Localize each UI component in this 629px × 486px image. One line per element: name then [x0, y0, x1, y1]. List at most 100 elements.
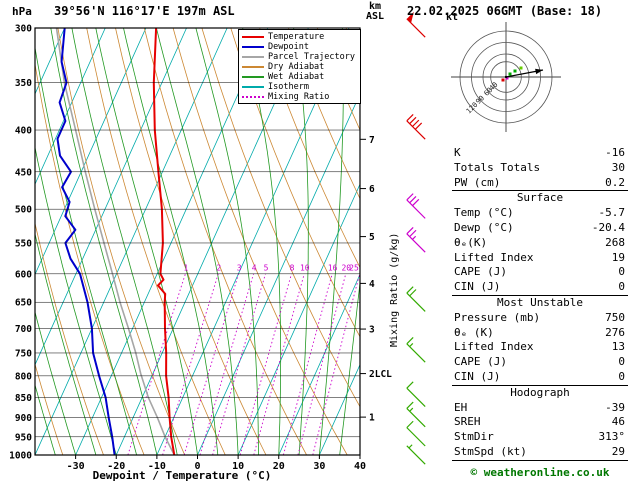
copyright: © weatheronline.co.uk [470, 466, 610, 479]
stats-value: -20.4 [591, 220, 625, 234]
wind-barb-half [408, 444, 413, 449]
stats-row-stmspd-kt: StmSpd (kt) 29 [452, 445, 628, 460]
hodograph-ring-label: 60 [483, 86, 495, 98]
km-tick-label: 5 [369, 232, 375, 243]
pressure-tick-label: 750 [15, 348, 32, 359]
legend-item-parcel-trajectory: Parcel Trajectory [239, 52, 360, 62]
temperature-tick-label: 30 [313, 461, 325, 472]
hodograph-unit-label: kt [446, 12, 458, 23]
pressure-tick-label: 500 [15, 205, 32, 216]
stats-row-pressure-mb: Pressure (mb) 750 [452, 311, 628, 326]
wind-barb-full [409, 196, 417, 204]
stats-panel: K -16 Totals Totals 30 PW (cm) 0.2 Surface Temp… [452, 146, 628, 461]
stats-label: StmSpd (kt) [454, 444, 527, 458]
stats-section-hodograph: Hodograph EH -39 SREH 46 StmDir 313° StmSpd (kt… [452, 384, 628, 460]
pressure-tick-label: 350 [15, 78, 32, 89]
hodograph-trace-point [508, 72, 512, 76]
wind-barb [406, 401, 426, 428]
stats-row-cin-j: CIN (J) 0 [452, 280, 628, 295]
mixing-ratio-line [282, 273, 333, 455]
stats-section-header: Hodograph [510, 385, 570, 399]
hodograph-trace-point [519, 66, 523, 70]
km-tick-label: 4 [369, 279, 375, 290]
isotherm-line [35, 28, 228, 455]
mixing-ratio-value-label: 2 [216, 264, 221, 273]
hodograph-ring [482, 53, 530, 101]
mixing-ratio-value-label: 16 [328, 264, 338, 273]
wind-barb [406, 420, 426, 447]
stats-row-cape-j: CAPE (J) 0 [452, 355, 628, 370]
stats-label: StmDir [454, 430, 494, 444]
stats-label: Temp (°C) [454, 206, 514, 220]
isotherm-line [319, 363, 360, 455]
temperature-curve [152, 28, 176, 455]
wet-adiabat-line [35, 383, 56, 455]
wet-adiabat-line [123, 28, 219, 455]
wind-barb [406, 193, 426, 219]
wind-barb-full [412, 119, 420, 127]
legend-label: Dewpoint [268, 42, 309, 52]
stats-value: 13 [611, 340, 625, 354]
wind-barb-half [409, 407, 414, 412]
wind-barb [406, 11, 426, 38]
isotherm-line [237, 183, 360, 455]
wet-adiabat-line [35, 310, 76, 455]
pressure-tick-label: 900 [15, 413, 32, 424]
stats-value: 0.2 [605, 175, 625, 189]
mixing-ratio-value-label: 8 [290, 264, 295, 273]
mixing-ratio-value-label: 4 [252, 264, 257, 273]
km-tick-label: 6 [369, 184, 375, 195]
dry-adiabat-line [35, 62, 145, 455]
stats-value: 0 [618, 355, 625, 369]
km-tick-label: 7 [369, 135, 375, 146]
km-tick-label: 1 [369, 413, 375, 424]
wind-barb-full [406, 193, 414, 201]
stats-row-stmdir: StmDir 313° [452, 430, 628, 445]
hodograph-trace-point [501, 78, 505, 82]
wind-barb [406, 444, 426, 465]
wind-barb-full [414, 122, 423, 130]
isotherm-line [278, 273, 360, 455]
pressure-tick-label: 950 [15, 432, 32, 443]
dry-adiabat-line-swatch [242, 66, 264, 68]
stats-section-header: Most Unstable [496, 295, 584, 309]
stats-label: θₑ(K) [454, 235, 488, 249]
isotherm-line-swatch [242, 86, 264, 88]
pressure-tick-label: 550 [15, 238, 32, 249]
stats-value: 276 [605, 325, 625, 339]
stats-label: CAPE (J) [454, 355, 507, 369]
stats-label: Lifted Index [454, 250, 534, 264]
legend-label: Isotherm [268, 82, 309, 92]
legend-item-dry-adiabat: Dry Adiabat [239, 62, 360, 72]
stats-row-k: θₑ (K) 276 [452, 326, 628, 341]
stats-value: 750 [605, 310, 625, 324]
stats-label: SREH [454, 415, 481, 429]
stats-row-k: K -16 [452, 146, 628, 161]
temperature-tick-label: 10 [232, 461, 244, 472]
legend-label: Temperature [268, 32, 325, 42]
legend-label: Wet Adiabat [268, 72, 325, 82]
wind-barb [406, 286, 426, 312]
wind-barb-staff [406, 387, 426, 407]
mixing-ratio-value-label: 5 [264, 264, 269, 273]
storm-motion-arrowhead [535, 68, 543, 75]
temperature-tick-label: -10 [148, 461, 166, 472]
pressure-tick-label: 650 [15, 298, 32, 309]
mixing-ratio-value-label: 25 [349, 264, 359, 273]
temperature-axis-label: Dewpoint / Temperature (°C) [92, 469, 272, 482]
mixing-ratio-line [253, 273, 305, 455]
pressure-tick-label: 800 [15, 371, 32, 382]
stats-row-lifted-index: Lifted Index 13 [452, 340, 628, 355]
legend-item-dewpoint: Dewpoint [239, 42, 360, 52]
wind-barb-full [406, 286, 414, 294]
legend-label: Parcel Trajectory [268, 52, 355, 62]
mixing-ratio-line [312, 273, 360, 455]
mixing-ratio-line-swatch [242, 96, 264, 98]
wind-barb-staff [406, 18, 426, 38]
stats-value: 313° [598, 430, 626, 444]
stats-label: CAPE (J) [454, 265, 507, 279]
station-title: 39°56'N 116°17'E 197m ASL [54, 4, 235, 18]
wind-barb-full [406, 401, 414, 409]
